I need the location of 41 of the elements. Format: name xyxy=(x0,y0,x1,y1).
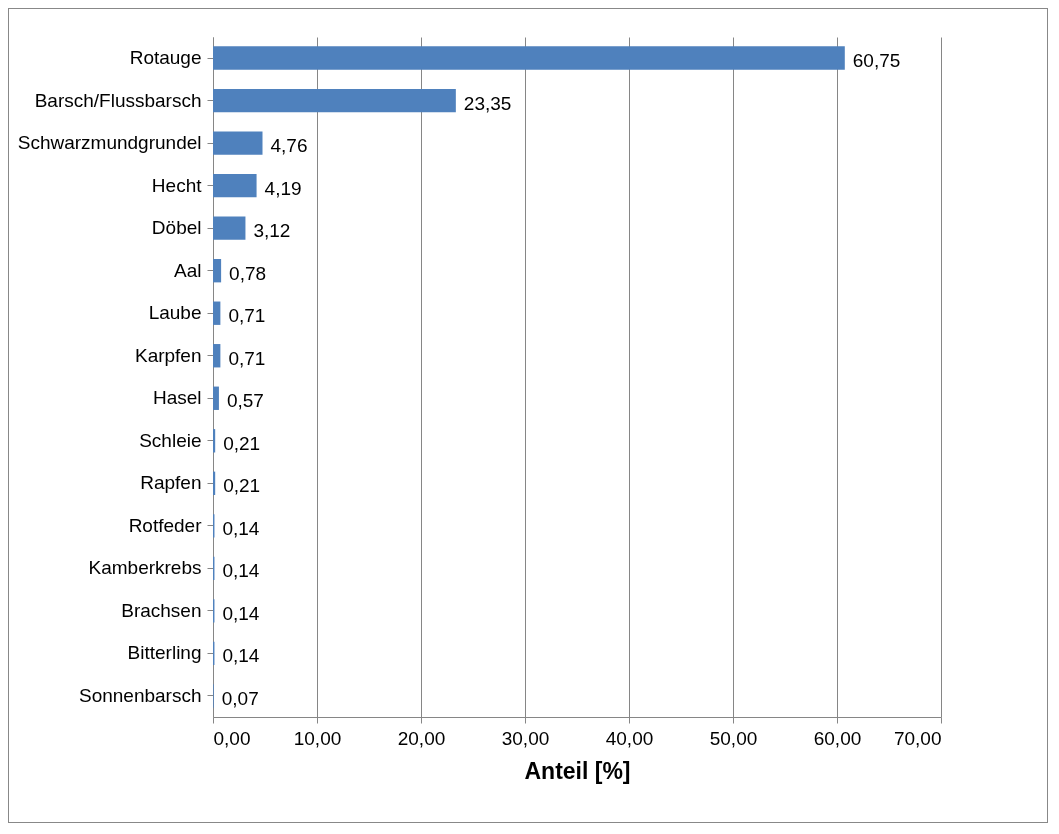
data-label: 0,57 xyxy=(226,390,264,412)
data-label: 0,14 xyxy=(222,560,260,582)
y-tick-label: Sonnenbarsch xyxy=(78,684,202,706)
data-label: 0,21 xyxy=(223,432,261,454)
x-axis-title: Anteil [%] xyxy=(524,757,631,784)
x-tick-label: 50,00 xyxy=(709,727,758,749)
data-label: 0,14 xyxy=(222,602,260,624)
data-label: 4,19 xyxy=(264,177,302,199)
y-tick-label: Rapfen xyxy=(140,472,202,494)
x-tick-label: 60,00 xyxy=(813,727,862,749)
x-tick-label: 0,00 xyxy=(213,727,251,749)
y-tick-label: Aal xyxy=(174,259,202,281)
y-tick-label: Schleie xyxy=(139,429,202,451)
data-label: 0,71 xyxy=(228,347,266,369)
y-tick-label: Rotfeder xyxy=(128,514,203,536)
y-tick-label: Brachsen xyxy=(121,599,202,621)
y-tick-label: Hasel xyxy=(152,387,202,409)
data-label: 4,76 xyxy=(270,135,308,157)
x-tick-label: 40,00 xyxy=(605,727,654,749)
data-label: 23,35 xyxy=(463,92,512,114)
y-tick-label: Bitterling xyxy=(127,642,202,664)
y-tick-label: Laube xyxy=(148,302,202,324)
data-label: 0,14 xyxy=(222,645,260,667)
data-label: 3,12 xyxy=(253,220,291,242)
y-tick-label: Kamberkrebs xyxy=(88,557,202,579)
y-tick-label: Döbel xyxy=(151,217,202,239)
data-label: 0,71 xyxy=(228,305,266,327)
y-tick-label: Rotauge xyxy=(129,47,202,69)
y-tick-label: Karpfen xyxy=(134,344,202,366)
x-tick-label: 10,00 xyxy=(293,727,342,749)
x-tick-label: 70,00 xyxy=(893,727,942,749)
x-tick-label: 30,00 xyxy=(501,727,550,749)
y-tick-label: Barsch/Flussbarsch xyxy=(34,89,202,111)
data-label: 0,21 xyxy=(223,475,261,497)
data-label: 60,75 xyxy=(852,50,901,72)
data-label: 0,78 xyxy=(229,262,267,284)
y-tick-label: Schwarzmundgrundel xyxy=(17,132,202,154)
data-label: 0,14 xyxy=(222,517,260,539)
data-label: 0,07 xyxy=(221,687,259,709)
x-tick-label: 20,00 xyxy=(397,727,446,749)
y-tick-label: Hecht xyxy=(151,174,203,196)
